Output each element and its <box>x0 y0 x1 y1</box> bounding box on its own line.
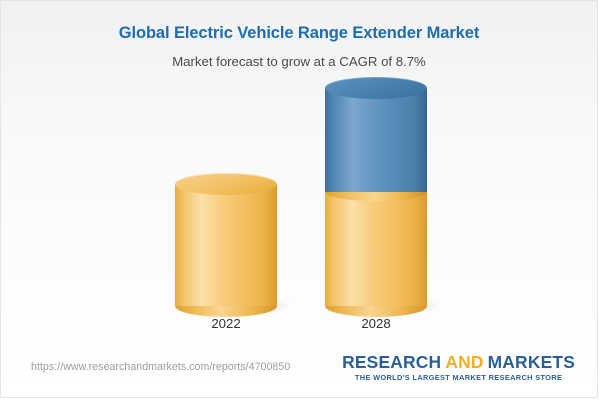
cylinder-top-cap-2022 <box>175 173 277 195</box>
chart-subtitle: Market forecast to grow at a CAGR of 8.7… <box>172 54 426 69</box>
cylinder-top-cap-2028 <box>325 77 427 99</box>
chart-plot-area: 1.1 Billion 2022 1.8 Billion 2028 <box>1 77 597 331</box>
cylinder-body-blue-2028 <box>325 88 427 192</box>
cylinder-body-yellow-2022 <box>175 184 277 306</box>
research-and-markets-logo[interactable]: RESEARCH AND MARKETS THE WORLD'S LARGEST M… <box>342 353 575 383</box>
cylinder-body-yellow-2028 <box>325 192 427 306</box>
cylinder-2022 <box>175 173 277 317</box>
chart-title: Global Electric Vehicle Range Extender M… <box>118 24 480 42</box>
report-url[interactable]: https://www.researchandmarkets.com/repor… <box>31 361 291 373</box>
cylinder-2028 <box>325 77 427 317</box>
logo-tagline: THE WORLD'S LARGEST MARKET RESEARCH STOR… <box>354 373 563 382</box>
chart-footer: https://www.researchandmarkets.com/repor… <box>1 341 597 397</box>
logo-word-markets: MARKETS <box>487 352 575 372</box>
axis-label-2022: 2022 <box>211 316 241 331</box>
chart-header: Global Electric Vehicle Range Extender M… <box>1 1 597 70</box>
logo-word-and: AND <box>445 352 484 372</box>
logo-word-research: RESEARCH <box>342 352 442 372</box>
axis-label-2028: 2028 <box>361 316 391 331</box>
logo-wordmark: RESEARCH AND MARKETS <box>342 353 575 372</box>
